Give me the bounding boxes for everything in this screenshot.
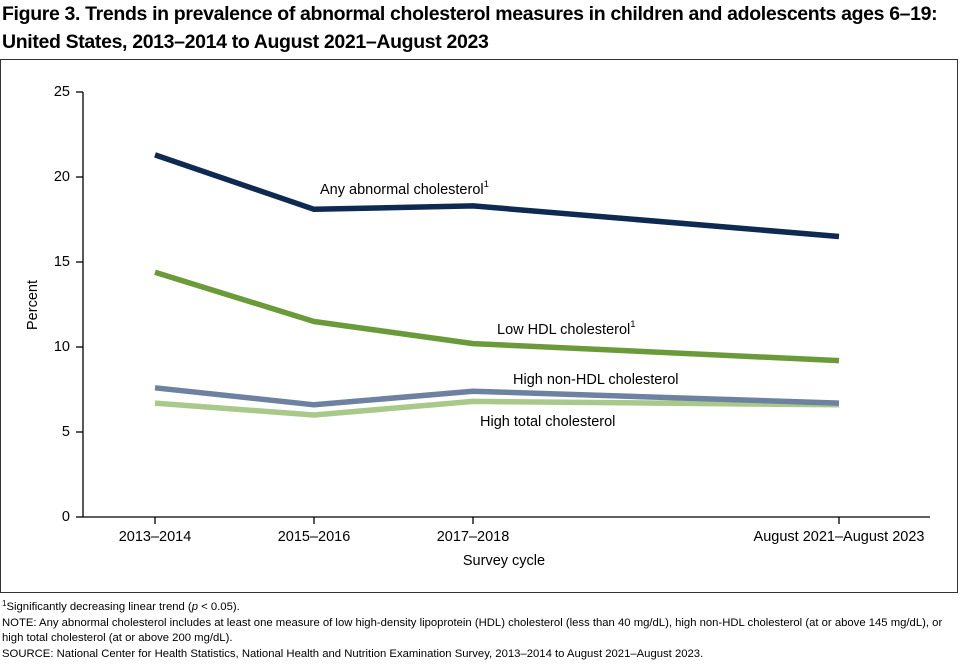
y-tick-label: 25 [54,84,70,100]
series-label-marker: 1 [630,319,635,330]
x-tick-label: 2017–2018 [437,529,510,545]
footnote-text: Significantly decreasing linear trend ( [6,601,192,613]
series-label-text: High non-HDL cholesterol [513,372,679,388]
footnote-text: p [191,601,198,613]
series-line [154,385,840,408]
series-label-marker: 1 [484,179,489,190]
footnote-marker: 1 [2,599,7,608]
series-label: High non-HDL cholesterol [513,372,679,388]
footnote-text: < 0.05). [198,601,240,613]
series-line [154,152,840,240]
footnote-note: NOTE: Any abnormal cholesterol includes … [2,617,943,644]
y-axis-title: Percent [25,280,41,330]
chart-title: Figure 3. Trends in prevalence of abnorm… [2,3,938,53]
series-label-text: Low HDL cholesterol [497,322,630,338]
y-tick-label: 5 [62,424,70,440]
x-tick-label: August 2021–August 2023 [754,529,925,545]
series-label: High total cholesterol [480,414,615,430]
chart-frame [0,59,958,593]
footnote-source: SOURCE: National Center for Health Stati… [2,648,704,660]
series-label: Low HDL cholesterol1 [497,319,636,338]
y-tick-label: 10 [54,339,70,355]
y-tick-label: 0 [62,509,70,525]
series-label: Any abnormal cholesterol1 [320,179,489,198]
footnote-trend: 1Significantly decreasing linear trend (… [2,599,957,616]
y-tick-label: 15 [54,254,70,270]
series-label-text: Any abnormal cholesterol [320,182,484,198]
series-line [154,269,840,364]
x-tick-label: 2013–2014 [119,529,192,545]
y-tick-label: 20 [54,169,70,185]
x-axis-title: Survey cycle [463,553,545,569]
series-line [154,398,840,418]
series-label-text: High total cholesterol [480,414,615,430]
footnotes: 1Significantly decreasing linear trend (… [2,599,957,663]
x-tick-label: 2015–2016 [278,529,351,545]
